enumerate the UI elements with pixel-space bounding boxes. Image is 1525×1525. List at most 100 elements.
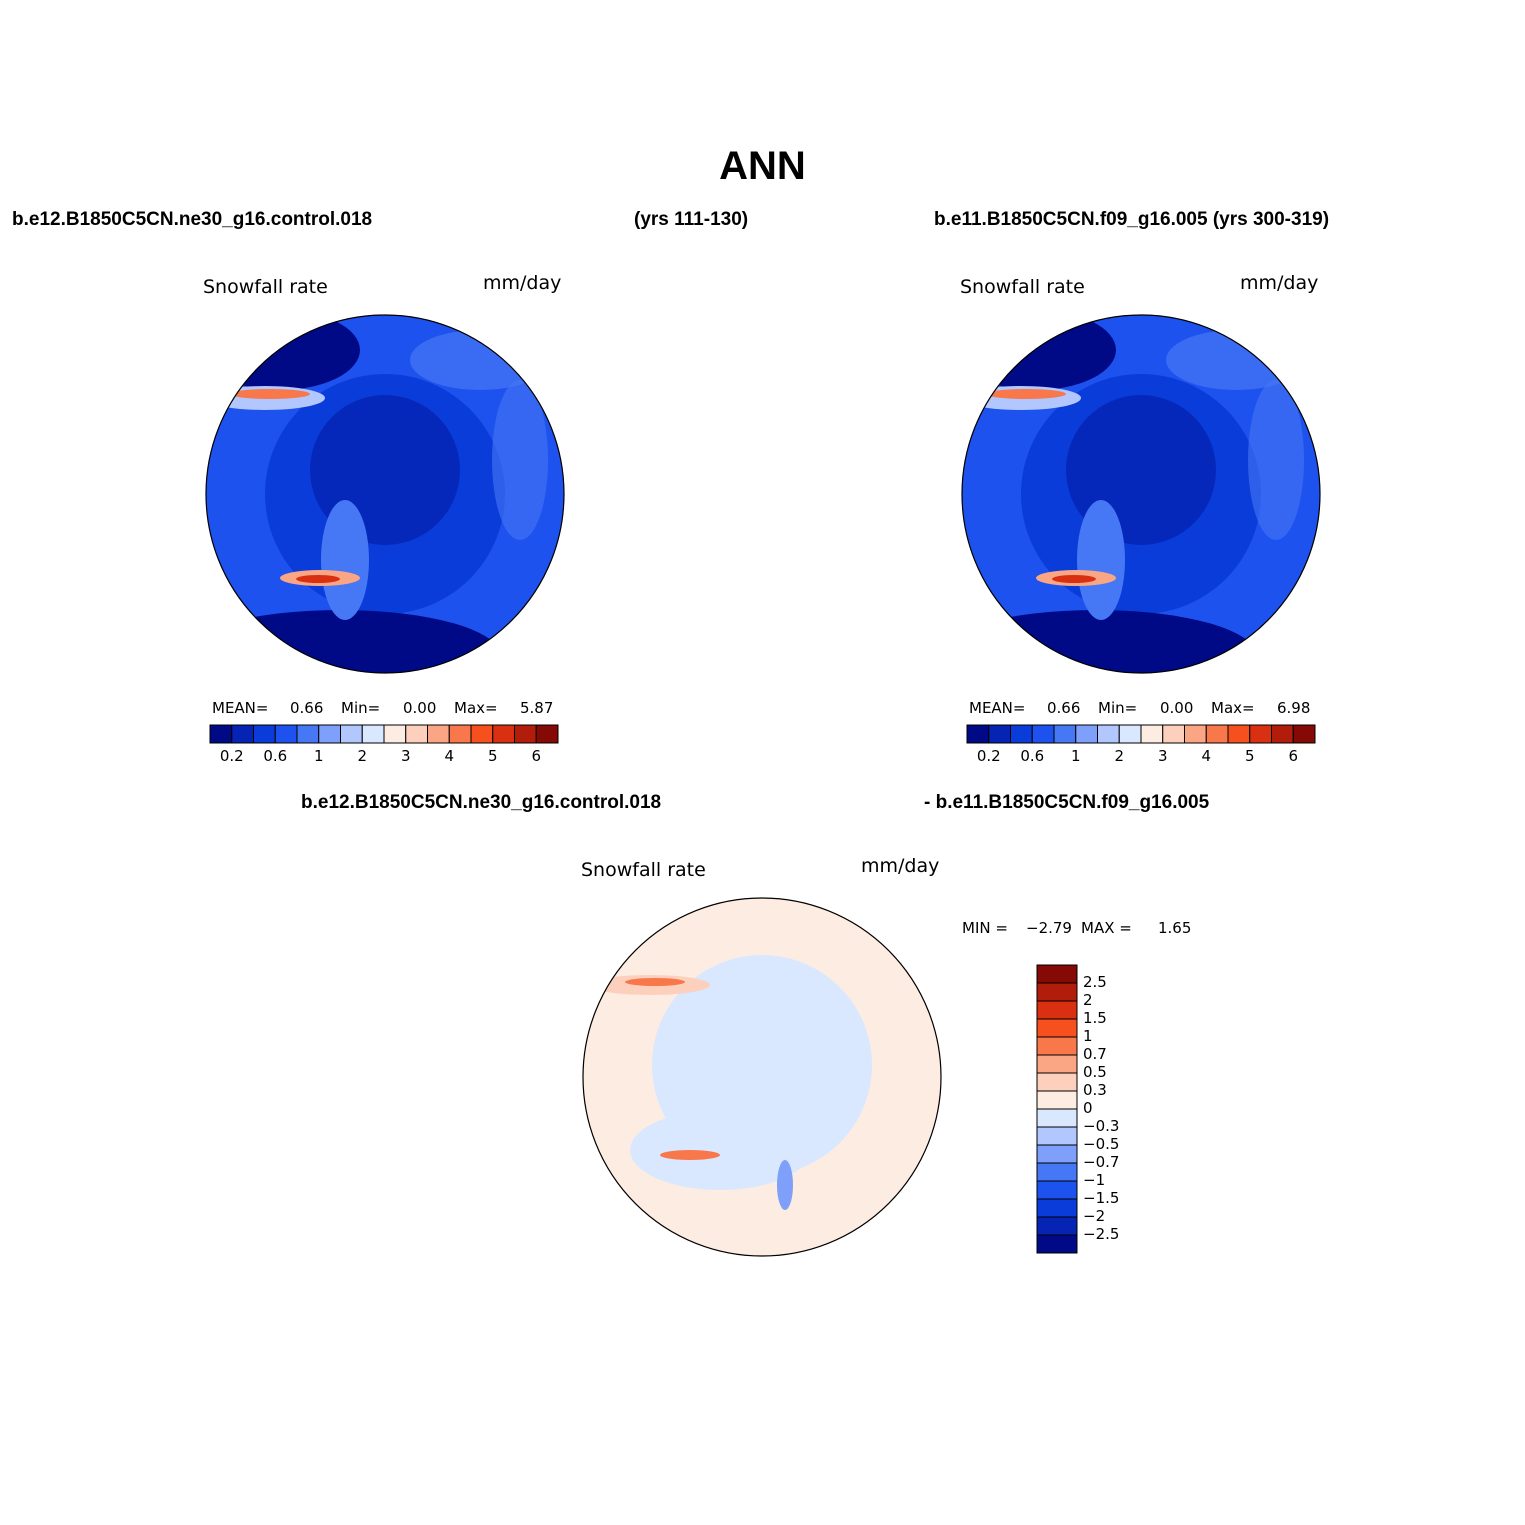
- diff-colorbar-swatch: [1036, 1036, 1078, 1056]
- diff-colorbar-tick-label: −1: [1083, 1171, 1106, 1189]
- diff-colorbar-tick-label: 0: [1083, 1099, 1093, 1117]
- panel1-colorbar: [209, 724, 559, 744]
- case-left-years: (yrs 111-130): [634, 209, 749, 230]
- diff-colorbar-tick-label: 2: [1083, 991, 1093, 1009]
- diff-colorbar-tick-label: −0.3: [1083, 1117, 1120, 1135]
- diff-colorbar-tick-label: −0.5: [1083, 1135, 1120, 1153]
- panel2-colorbar-swatch: [1292, 724, 1316, 744]
- panel1-colorbar-swatch: [448, 724, 472, 744]
- panel2-units: mm/day: [1240, 272, 1319, 294]
- panel2-colorbar-tick-label: 4: [1201, 747, 1212, 765]
- diff-colorbar-swatch: [1036, 1072, 1078, 1092]
- panel2-mean-label: MEAN=: [969, 699, 1026, 717]
- panel1-colorbar-swatch: [514, 724, 537, 744]
- panel2-colorbar-swatch: [1053, 724, 1077, 744]
- diff-colorbar-swatch: [1036, 1000, 1078, 1020]
- panel1-colorbar-swatch: [231, 724, 254, 744]
- panel2-map: [961, 314, 1321, 674]
- panel1-colorbar-swatch: [492, 724, 515, 744]
- diff-min-value: −2.79: [1026, 919, 1072, 937]
- diff-variable: Snowfall rate: [581, 859, 706, 881]
- diff-colorbar-swatch: [1036, 1018, 1078, 1038]
- panel1-colorbar-tick-label: 6: [531, 747, 542, 765]
- diff-colorbar-tick-label: 0.5: [1083, 1063, 1107, 1081]
- panel2-colorbar-tick-label: 0.2: [976, 747, 1001, 765]
- panel1-colorbar-swatch: [535, 724, 559, 744]
- diff-map: [582, 897, 942, 1257]
- panel1-mean-value: 0.66: [290, 699, 324, 717]
- diff-colorbar-tick-label: 0.3: [1083, 1081, 1107, 1099]
- panel1-colorbar-swatch: [427, 724, 450, 744]
- panel1-colorbar-tick-label: 2: [357, 747, 368, 765]
- panel2-colorbar: [966, 724, 1316, 744]
- diff-colorbar-swatch: [1036, 1108, 1078, 1128]
- panel1-colorbar-swatch: [361, 724, 385, 744]
- panel1-colorbar-tick-label: 3: [400, 747, 411, 765]
- panel2-colorbar-tick-label: 2: [1114, 747, 1125, 765]
- panel2-colorbar-swatch: [1010, 724, 1033, 744]
- panel2-variable: Snowfall rate: [960, 276, 1085, 298]
- panel1-max-label: Max=: [454, 699, 498, 717]
- panel1-map: [205, 314, 565, 674]
- panel2-min-value: 0.00: [1160, 699, 1194, 717]
- diff-colorbar-tick-label: −1.5: [1083, 1189, 1120, 1207]
- diff-colorbar-swatch: [1036, 1198, 1078, 1218]
- case-left-name: b.e12.B1850C5CN.ne30_g16.control.018: [12, 209, 373, 230]
- panel1-colorbar-tick-label: 0.2: [219, 747, 244, 765]
- panel1-colorbar-swatch: [405, 724, 428, 744]
- panel1-min-label: Min=: [341, 699, 381, 717]
- panel1-colorbar-swatch: [383, 724, 407, 744]
- diff-colorbar-swatch: [1036, 964, 1078, 984]
- plot-title: ANN: [719, 144, 806, 188]
- diff-colorbar-tick-label: 2.5: [1083, 973, 1107, 991]
- diff-colorbar-swatch: [1036, 1126, 1078, 1146]
- diff-colorbar-swatch: [1036, 1180, 1078, 1200]
- panel2-mean-value: 0.66: [1047, 699, 1081, 717]
- diff-max-label: MAX =: [1081, 919, 1132, 937]
- panel2-colorbar-swatch: [1140, 724, 1164, 744]
- panel2-colorbar-tick-label: 3: [1157, 747, 1168, 765]
- panel1-colorbar-tick-label: 5: [487, 747, 498, 765]
- panel1-colorbar-swatch: [340, 724, 363, 744]
- panel2-colorbar-swatch: [1075, 724, 1098, 744]
- panel1-colorbar-tick-label: 1: [313, 747, 324, 765]
- panel2-colorbar-swatch: [1097, 724, 1120, 744]
- panel2-colorbar-tick-label: 0.6: [1020, 747, 1045, 765]
- diff-colorbar-tick-label: 0.7: [1083, 1045, 1107, 1063]
- panel2-max-label: Max=: [1211, 699, 1255, 717]
- panel2-colorbar-swatch: [1227, 724, 1251, 744]
- panel2-colorbar-tick-label: 1: [1070, 747, 1081, 765]
- panel1-units: mm/day: [483, 272, 562, 294]
- diff-colorbar-tick-label: 1: [1083, 1027, 1093, 1045]
- panel2-max-value: 6.98: [1277, 699, 1311, 717]
- diff-colorbar-swatch: [1036, 1144, 1078, 1164]
- diff-case-b: - b.e11.B1850C5CN.f09_g16.005: [924, 792, 1210, 813]
- diff-colorbar-tick-label: −2: [1083, 1207, 1106, 1225]
- diff-max-value: 1.65: [1158, 919, 1192, 937]
- panel2-colorbar-swatch: [1205, 724, 1229, 744]
- diff-colorbar-swatch: [1036, 1054, 1078, 1074]
- diff-colorbar-swatch: [1036, 982, 1078, 1002]
- panel1-colorbar-swatch: [209, 724, 233, 744]
- diff-colorbar-tick-label: 1.5: [1083, 1009, 1107, 1027]
- panel1-colorbar-swatch: [296, 724, 320, 744]
- panel1-colorbar-swatch: [470, 724, 494, 744]
- diff-case-a: b.e12.B1850C5CN.ne30_g16.control.018: [301, 792, 662, 813]
- panel1-mean-label: MEAN=: [212, 699, 269, 717]
- panel2-colorbar-swatch: [966, 724, 990, 744]
- panel1-colorbar-tick-label: 0.6: [263, 747, 288, 765]
- panel1-colorbar-tick-label: 4: [444, 747, 455, 765]
- panel2-colorbar-tick-label: 6: [1288, 747, 1299, 765]
- panel2-min-label: Min=: [1098, 699, 1138, 717]
- diff-colorbar-swatch: [1036, 1090, 1078, 1110]
- panel2-colorbar-tick-label: 5: [1244, 747, 1255, 765]
- panel2-colorbar-swatch: [1249, 724, 1272, 744]
- panel2-colorbar-swatch: [1162, 724, 1185, 744]
- panel2-colorbar-swatch: [1031, 724, 1055, 744]
- panel1-max-value: 5.87: [520, 699, 554, 717]
- diff-units: mm/day: [861, 855, 940, 877]
- diff-colorbar-swatch: [1036, 1234, 1078, 1254]
- diff-colorbar-swatch: [1036, 1162, 1078, 1182]
- panel2-colorbar-swatch: [1271, 724, 1294, 744]
